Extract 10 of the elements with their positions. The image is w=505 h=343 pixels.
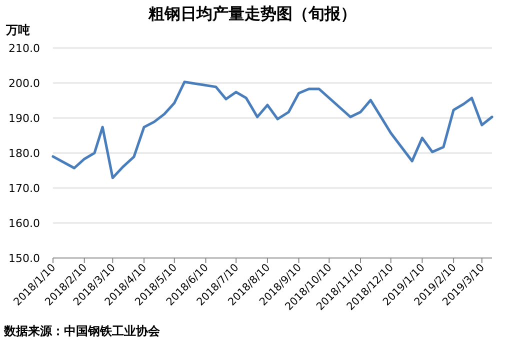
ylabel: 万吨 [6,23,30,37]
y-tick-label: 170.0 [8,182,40,195]
annotation: 数据来源：中国钢铁工业协会 [4,324,160,338]
y-tick-label: 160.0 [8,217,40,230]
y-tick-label: 150.0 [8,252,40,265]
title: 粗钢日均产量走势图（旬报） [148,4,356,23]
y-tick-label: 200.0 [8,77,40,90]
y-tick-label: 210.0 [8,42,40,55]
y-tick-label: 190.0 [8,112,40,125]
y-tick-label: 180.0 [8,147,40,160]
